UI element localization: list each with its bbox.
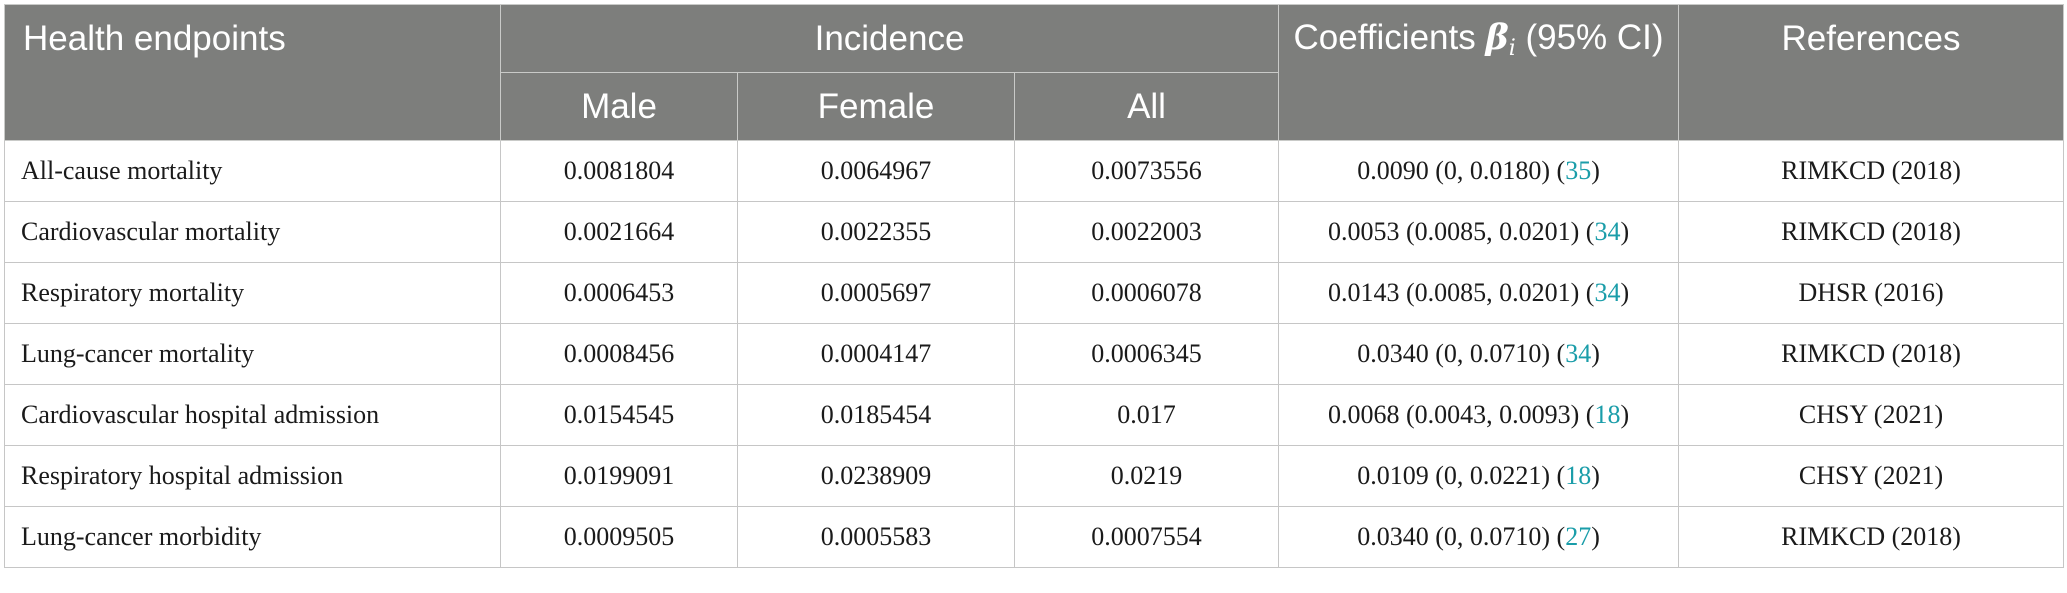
all-incidence-cell: 0.0022003 [1013,201,1280,263]
all-incidence-cell: 0.017 [1013,384,1280,446]
header-references: References [1678,4,2065,141]
coef-suffix: (95% CI) [1515,18,1664,57]
endpoint-cell: Lung-cancer mortality [4,323,501,385]
citation-close: ) [1591,522,1600,551]
all-incidence-cell: 0.0219 [1013,445,1280,507]
reference-source-cell: CHSY (2021) [1678,384,2065,446]
reference-source-cell: CHSY (2021) [1678,445,2065,507]
citation-close: ) [1591,461,1600,490]
citation-close: ) [1591,339,1600,368]
citation-close: ) [1620,400,1630,429]
citation-link[interactable]: 18 [1565,461,1592,490]
male-incidence-cell: 0.0009505 [500,506,738,568]
header-coefficients: Coefficients βi (95% CI) [1278,4,1680,141]
coefficient-cell: 0.0053 (0.0085, 0.0201) (34) [1278,201,1680,263]
table-body: All-cause mortality 0.0081804 0.0064967 0.0… [4,140,2065,568]
table-row: Cardiovascular mortality 0.0021664 0.00223… [4,201,2065,263]
header-health-endpoints: Health endpoints [4,4,501,141]
beta-symbol: β [1485,17,1509,58]
female-incidence-cell: 0.0238909 [737,445,1015,507]
header-incidence: Incidence [499,4,1280,73]
header-female: Female [737,72,1015,141]
table-row: Lung-cancer mortality 0.0008456 0.0004147 0… [4,323,2065,385]
table-row: Cardiovascular hospital admission 0.01545… [4,384,2065,446]
reference-source-cell: RIMKCD (2018) [1678,323,2065,385]
female-incidence-cell: 0.0005583 [737,506,1015,568]
citation-close: ) [1620,278,1630,307]
header-male: Male [500,72,738,141]
female-incidence-cell: 0.0005697 [737,262,1015,324]
endpoint-cell: All-cause mortality [4,140,501,202]
header-all: All [1013,72,1280,141]
table-row: Respiratory hospital admission 0.0199091 0… [4,445,2065,507]
citation-link[interactable]: 18 [1594,400,1621,429]
coefficient-value: 0.0053 (0.0085, 0.0201) ( [1327,217,1595,246]
female-incidence-cell: 0.0004147 [737,323,1015,385]
citation-link[interactable]: 34 [1594,217,1621,246]
male-incidence-cell: 0.0021664 [500,201,738,263]
coefficient-cell: 0.0143 (0.0085, 0.0201) (34) [1278,262,1680,324]
male-incidence-cell: 0.0154545 [500,384,738,446]
reference-source-cell: DHSR (2016) [1678,262,2065,324]
citation-link[interactable]: 35 [1565,156,1592,185]
endpoint-cell: Cardiovascular mortality [4,201,501,263]
coefficient-value: 0.0340 (0, 0.0710) ( [1357,339,1566,368]
coefficient-value: 0.0109 (0, 0.0221) ( [1357,461,1566,490]
table-row: Lung-cancer morbidity 0.0009505 0.0005583 0… [4,506,2065,568]
citation-link[interactable]: 34 [1565,339,1592,368]
coefficient-value: 0.0068 (0.0043, 0.0093) ( [1327,400,1595,429]
all-incidence-cell: 0.0073556 [1013,140,1280,202]
table-row: Respiratory mortality 0.0006453 0.0005697 0… [4,262,2065,324]
coefficient-cell: 0.0340 (0, 0.0710) (34) [1278,323,1680,385]
all-incidence-cell: 0.0006345 [1013,323,1280,385]
male-incidence-cell: 0.0081804 [500,140,738,202]
reference-source-cell: RIMKCD (2018) [1678,140,2065,202]
male-incidence-cell: 0.0008456 [500,323,738,385]
endpoint-cell: Cardiovascular hospital admission [4,384,501,446]
female-incidence-cell: 0.0022355 [737,201,1015,263]
coefficient-value: 0.0143 (0.0085, 0.0201) ( [1327,278,1595,307]
endpoint-cell: Respiratory mortality [4,262,501,324]
citation-link[interactable]: 27 [1565,522,1592,551]
all-incidence-cell: 0.0006078 [1013,262,1280,324]
coefficient-cell: 0.0090 (0, 0.0180) (35) [1278,140,1680,202]
endpoint-cell: Lung-cancer morbidity [4,506,501,568]
coefficient-cell: 0.0109 (0, 0.0221) (18) [1278,445,1680,507]
all-incidence-cell: 0.0007554 [1013,506,1280,568]
female-incidence-cell: 0.0185454 [737,384,1015,446]
table-row: All-cause mortality 0.0081804 0.0064967 0.0… [4,140,2065,202]
coefficient-value: 0.0340 (0, 0.0710) ( [1357,522,1566,551]
coef-prefix: Coefficients [1293,18,1486,57]
reference-source-cell: RIMKCD (2018) [1678,201,2065,263]
reference-source-cell: RIMKCD (2018) [1678,506,2065,568]
citation-close: ) [1591,156,1600,185]
female-incidence-cell: 0.0064967 [737,140,1015,202]
citation-close: ) [1620,217,1630,246]
beta-subscript: i [1508,36,1516,61]
health-endpoints-table: Health endpoints Incidence Coefficients … [4,4,2065,568]
male-incidence-cell: 0.0199091 [500,445,738,507]
male-incidence-cell: 0.0006453 [500,262,738,324]
coefficient-cell: 0.0068 (0.0043, 0.0093) (18) [1278,384,1680,446]
coefficient-value: 0.0090 (0, 0.0180) ( [1357,156,1566,185]
citation-link[interactable]: 34 [1594,278,1621,307]
coefficient-cell: 0.0340 (0, 0.0710) (27) [1278,506,1680,568]
table-header: Health endpoints Incidence Coefficients … [4,4,2065,141]
endpoint-cell: Respiratory hospital admission [4,445,501,507]
